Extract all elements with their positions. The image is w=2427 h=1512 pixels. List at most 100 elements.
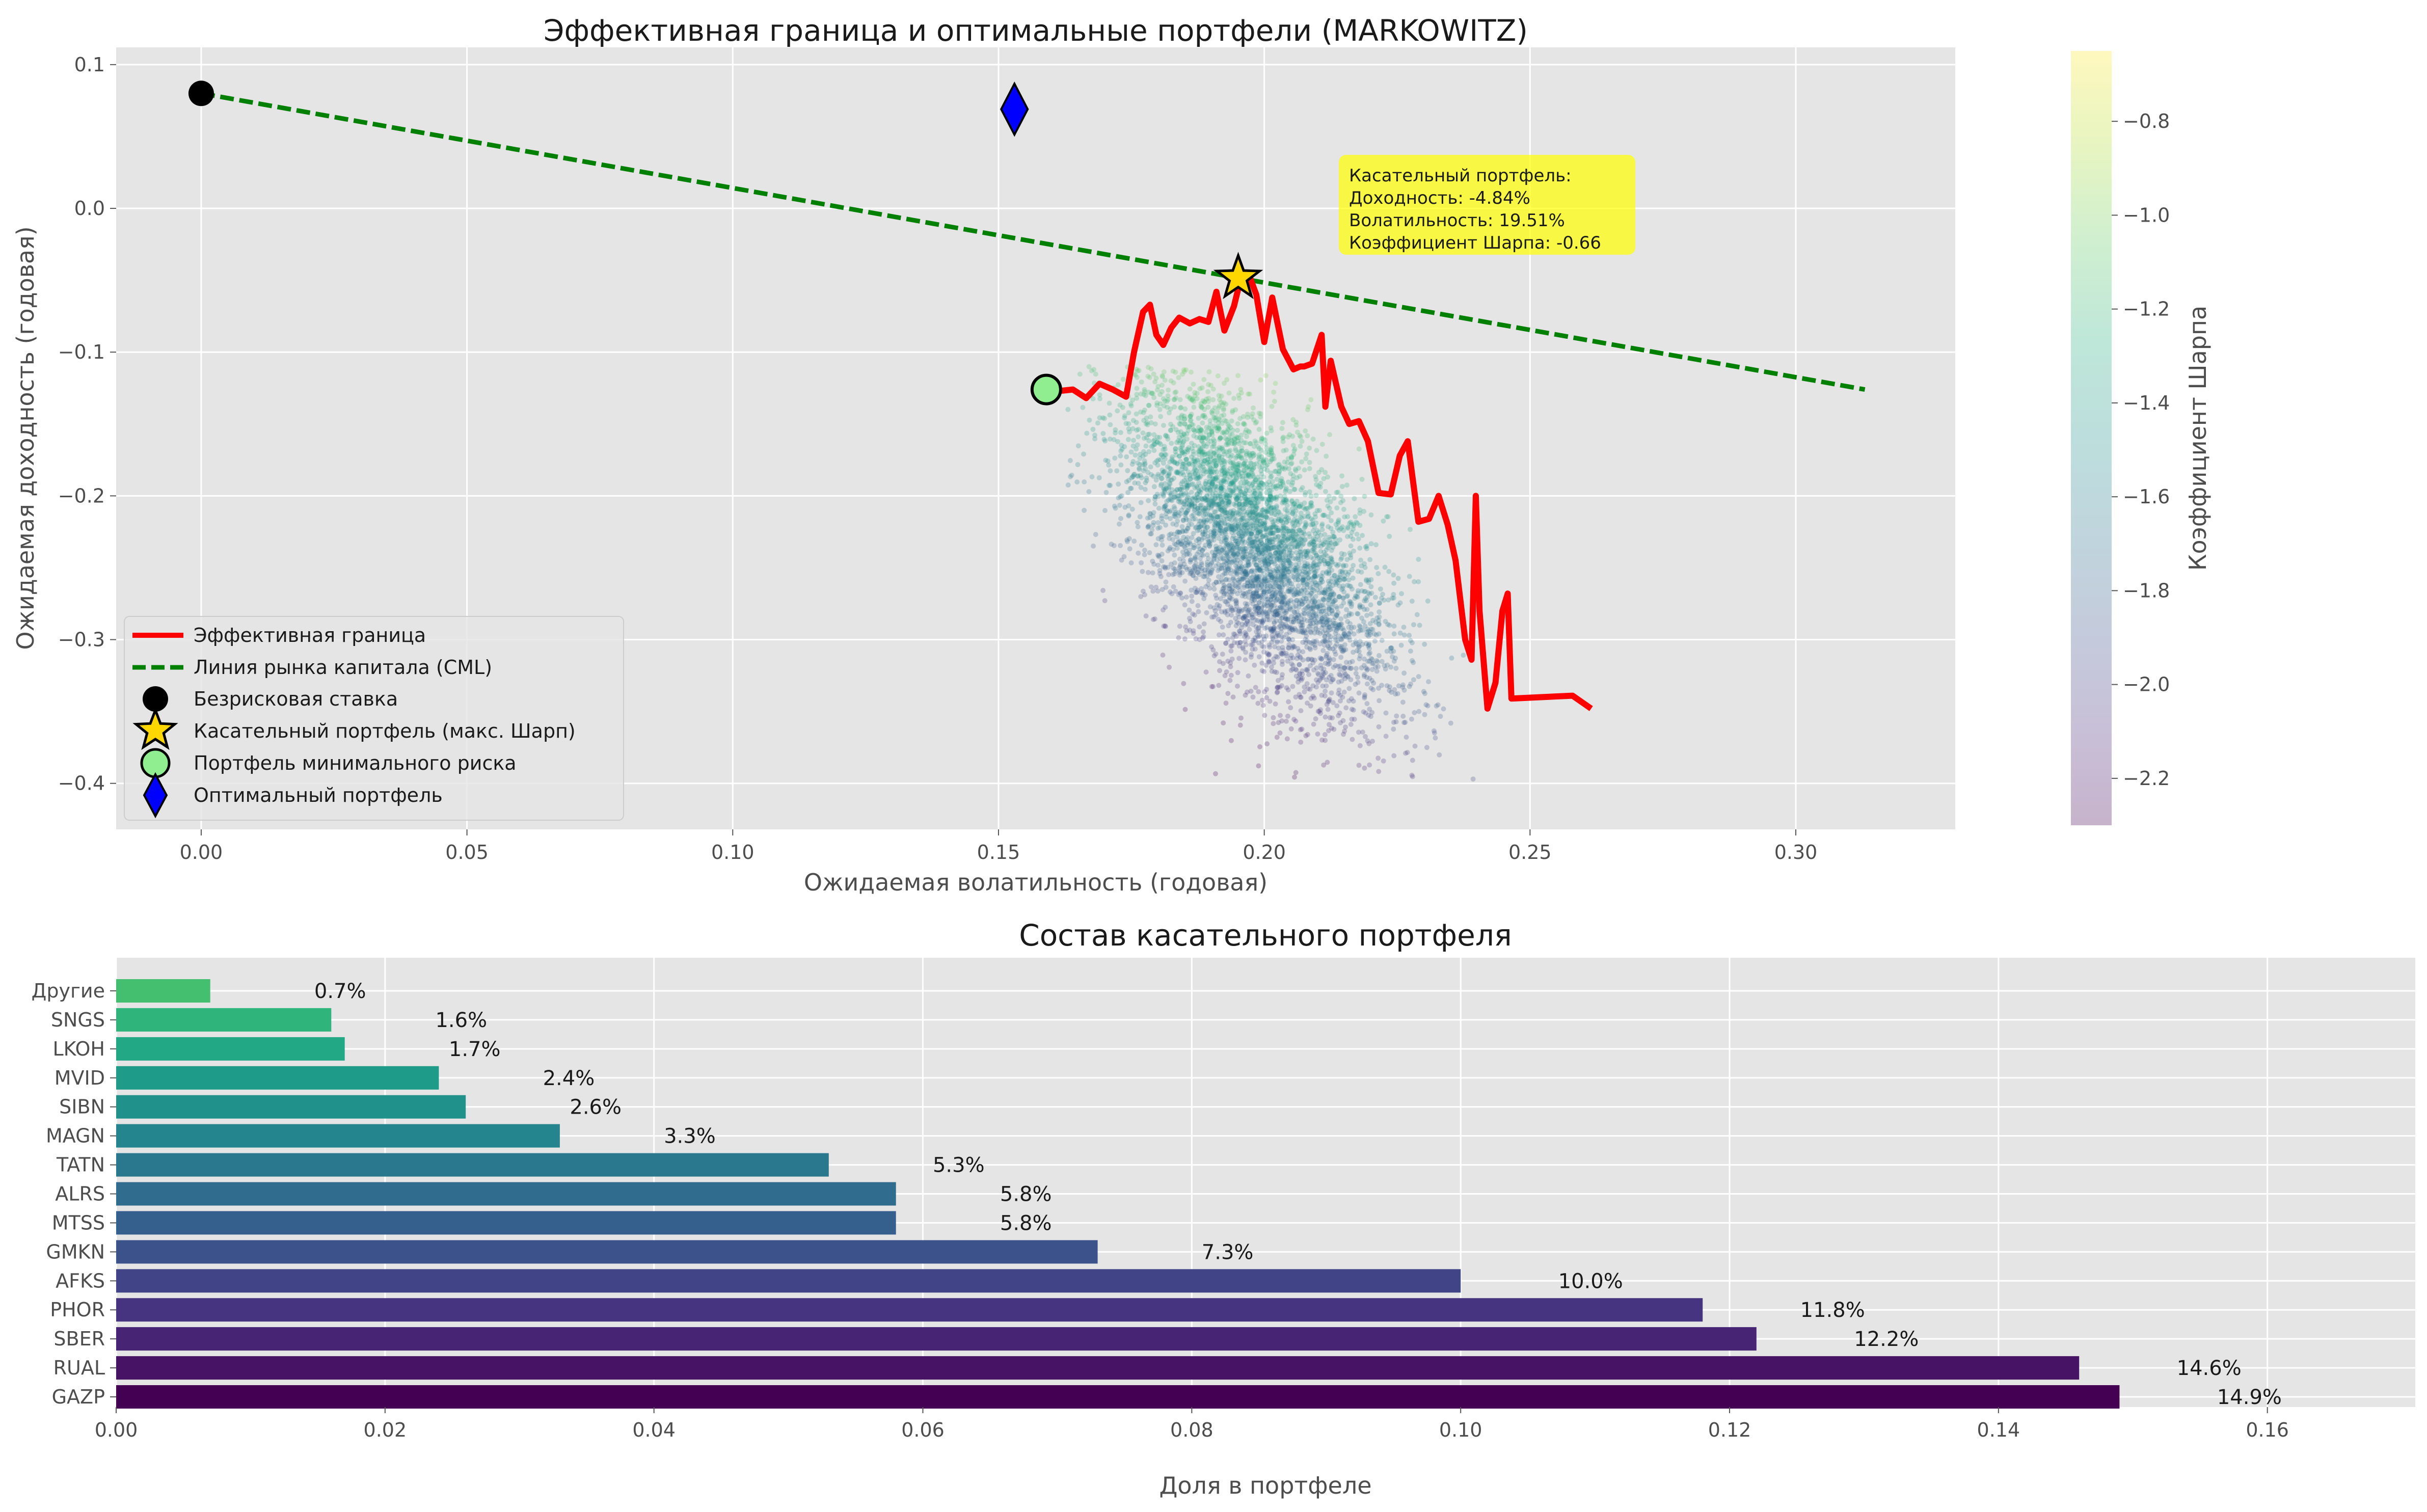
portfolio-point	[1232, 550, 1238, 555]
portfolio-point	[1259, 454, 1264, 460]
portfolio-point	[1264, 566, 1270, 572]
portfolio-point	[1411, 677, 1416, 683]
portfolio-point	[1158, 534, 1164, 539]
portfolio-point	[1340, 673, 1346, 679]
portfolio-point	[1126, 437, 1131, 442]
portfolio-point	[1219, 393, 1224, 399]
portfolio-point	[1126, 503, 1131, 508]
portfolio-point	[1065, 482, 1071, 488]
portfolio-point	[1236, 609, 1242, 614]
portfolio-point	[1327, 722, 1332, 727]
portfolio-point	[1421, 689, 1426, 694]
portfolio-point	[1272, 619, 1277, 625]
portfolio-point	[1351, 631, 1357, 637]
portfolio-point	[1278, 493, 1283, 499]
portfolio-point	[1296, 541, 1302, 546]
portfolio-point	[1201, 435, 1206, 441]
portfolio-point	[1248, 688, 1254, 694]
portfolio-point	[1323, 552, 1328, 557]
portfolio-point	[1225, 691, 1231, 696]
portfolio-point	[1204, 517, 1209, 523]
portfolio-point	[1381, 598, 1387, 603]
portfolio-point	[1148, 531, 1153, 536]
portfolio-point	[1233, 607, 1238, 612]
portfolio-point	[1185, 542, 1190, 548]
portfolio-point	[1155, 473, 1161, 479]
portfolio-point	[1118, 448, 1124, 454]
portfolio-point	[1176, 375, 1181, 381]
portfolio-point	[1176, 635, 1181, 640]
portfolio-point	[1193, 470, 1198, 476]
portfolio-point	[1365, 643, 1371, 649]
portfolio-point	[1235, 557, 1241, 563]
portfolio-point	[1249, 483, 1254, 489]
portfolio-point	[1187, 628, 1193, 633]
portfolio-point	[1161, 396, 1166, 401]
portfolio-point	[1282, 466, 1287, 472]
portfolio-point	[1184, 501, 1190, 506]
portfolio-point	[1178, 405, 1183, 411]
portfolio-point	[1282, 460, 1287, 465]
portfolio-point	[1410, 758, 1415, 763]
portfolio-point	[1075, 443, 1081, 449]
portfolio-point	[1240, 528, 1246, 533]
portfolio-point	[1176, 438, 1181, 444]
portfolio-point	[1196, 536, 1201, 542]
portfolio-point	[1288, 726, 1294, 732]
portfolio-point	[1326, 697, 1332, 703]
portfolio-point	[1131, 438, 1136, 443]
portfolio-point	[1353, 666, 1359, 671]
portfolio-point	[1159, 543, 1165, 548]
portfolio-point	[1268, 505, 1274, 511]
portfolio-point	[1347, 666, 1353, 671]
portfolio-point	[1339, 555, 1344, 560]
portfolio-point	[1305, 686, 1311, 691]
portfolio-point	[1189, 599, 1195, 604]
portfolio-point	[1340, 626, 1345, 631]
portfolio-point	[1249, 642, 1254, 647]
portfolio-point	[1197, 510, 1202, 516]
portfolio-point	[1228, 672, 1234, 678]
portfolio-point	[1283, 610, 1288, 616]
portfolio-point	[1196, 428, 1202, 434]
portfolio-point	[1201, 518, 1207, 523]
portfolio-point	[1224, 429, 1229, 435]
portfolio-point	[1124, 539, 1130, 545]
portfolio-point	[1316, 537, 1322, 543]
portfolio-point	[1300, 668, 1305, 673]
portfolio-point	[1304, 681, 1310, 687]
portfolio-point	[1181, 681, 1186, 686]
portfolio-point	[1167, 664, 1172, 670]
portfolio-point	[1221, 593, 1227, 598]
portfolio-point	[1449, 655, 1454, 661]
portfolio-point	[1338, 622, 1343, 627]
portfolio-point	[1257, 460, 1262, 465]
portfolio-point	[1243, 498, 1248, 503]
portfolio-point	[1216, 502, 1221, 508]
portfolio-point	[1238, 438, 1244, 443]
portfolio-point	[1191, 573, 1196, 578]
portfolio-point	[1146, 449, 1152, 454]
portfolio-point	[1342, 665, 1347, 671]
portfolio-point	[1227, 524, 1233, 529]
portfolio-point	[1364, 681, 1370, 687]
portfolio-point	[1353, 682, 1358, 687]
portfolio-point	[1239, 564, 1245, 570]
portfolio-point	[1139, 543, 1144, 548]
portfolio-point	[1266, 452, 1272, 457]
portfolio-point	[1252, 452, 1257, 458]
portfolio-point	[1212, 553, 1218, 558]
portfolio-point	[1338, 698, 1343, 704]
portfolio-point	[1171, 459, 1176, 464]
portfolio-point	[1170, 572, 1176, 577]
portfolio-point	[1185, 394, 1191, 399]
portfolio-point	[1280, 622, 1286, 627]
portfolio-point	[1159, 452, 1165, 458]
portfolio-point	[1184, 447, 1190, 452]
portfolio-point	[1184, 526, 1190, 531]
portfolio-point	[1230, 694, 1236, 700]
x-axis-label: Ожидаемая волатильность (годовая)	[804, 869, 1268, 896]
portfolio-point	[1253, 511, 1259, 517]
portfolio-point	[1146, 523, 1151, 528]
bar-x-tick-label: 0.16	[2246, 1419, 2289, 1441]
